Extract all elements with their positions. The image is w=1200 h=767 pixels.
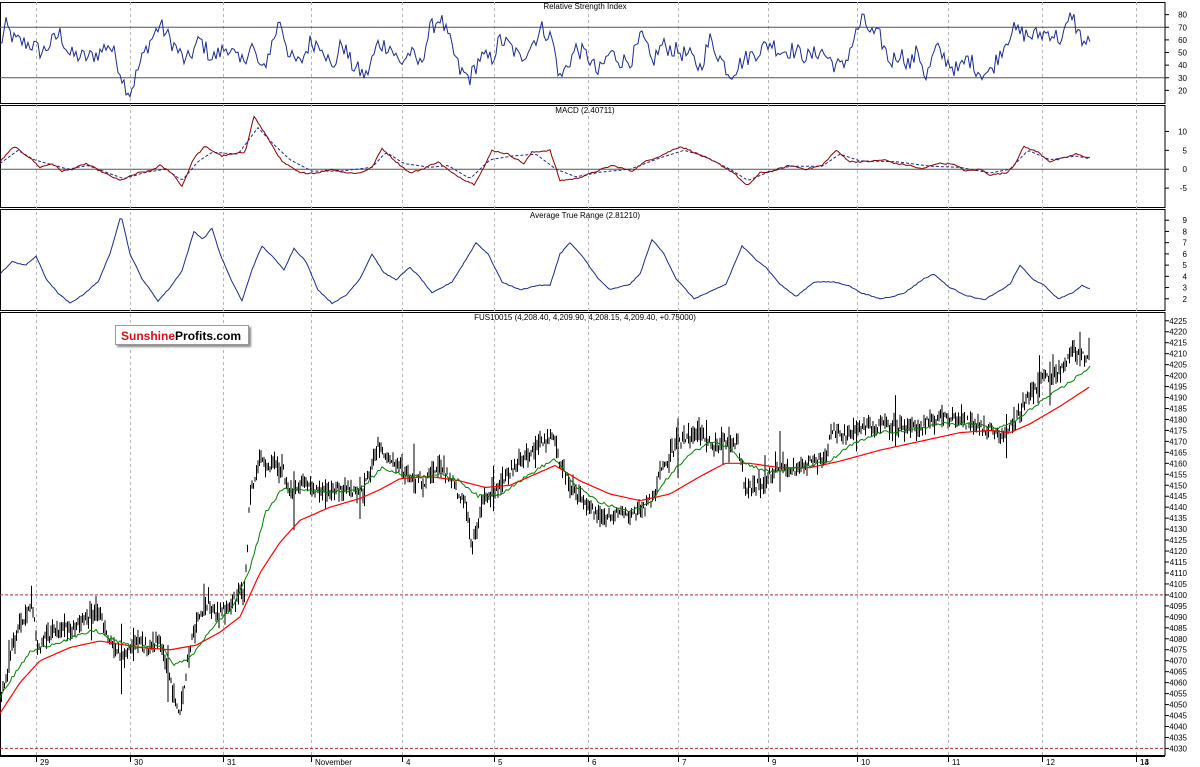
y-tick-label: 20 — [1178, 86, 1187, 95]
y-tick-label: 4110 — [1170, 569, 1188, 578]
y-tick-label: 4090 — [1169, 613, 1187, 622]
panel-frame — [0, 209, 1166, 311]
y-tick-label: 4085 — [1169, 624, 1187, 633]
y-tick-label: 40 — [1178, 61, 1187, 70]
y-tick-label: 4070 — [1169, 657, 1187, 666]
rsi-title: Relative Strength Index — [543, 2, 626, 11]
y-tick-label: 5 — [1183, 261, 1188, 270]
y-tick-label: 3 — [1183, 284, 1188, 293]
y-tick-label: -5 — [1180, 184, 1188, 193]
y-tick-label: 4125 — [1169, 536, 1187, 545]
macd-line — [0, 115, 1091, 188]
y-tick-label: 4105 — [1169, 580, 1187, 589]
y-tick-label: 4030 — [1169, 744, 1187, 753]
price-title: FUS10015 (4,208.40, 4,209.90, 4,208.15, … — [474, 313, 696, 322]
y-tick-label: 4065 — [1169, 668, 1187, 677]
y-tick-label: 4135 — [1169, 514, 1187, 523]
panel-frame — [0, 2, 1166, 104]
y-tick-label: 5 — [1183, 146, 1188, 155]
y-tick-label: 10 — [1178, 127, 1187, 136]
brand-logo-part2: Profits.com — [175, 329, 242, 343]
y-tick-label: 2 — [1183, 295, 1188, 304]
x-tick-label: 30 — [134, 758, 143, 767]
y-tick-label: 4160 — [1169, 459, 1187, 468]
x-tick-label: 13 — [1140, 758, 1149, 767]
y-tick-label: 30 — [1178, 74, 1187, 83]
y-tick-label: 60 — [1178, 36, 1187, 45]
axes-labels: 29 30 31 November 4 5 6 7 9 10 11 12 131420304050607… — [40, 11, 1188, 767]
y-tick-label: 4050 — [1169, 701, 1187, 710]
brand-logo: SunshineProfits.com — [115, 325, 249, 345]
price-bars — [0, 331, 1090, 716]
x-tick-label: 14 — [1140, 758, 1149, 767]
atr-line — [0, 217, 1091, 305]
slow-moving-average-line — [0, 386, 1090, 714]
y-tick-label: 4180 — [1169, 415, 1187, 424]
y-tick-label: 4210 — [1169, 350, 1187, 359]
y-tick-label: 4175 — [1169, 426, 1187, 435]
x-tick-label: 10 — [861, 758, 870, 767]
x-tick-label: 12 — [1046, 758, 1055, 767]
atr-title: Average True Range (2.81210) — [530, 211, 640, 220]
panel-frames — [0, 2, 1166, 757]
x-tick-label: 6 — [592, 758, 597, 767]
x-tick-label: 7 — [682, 758, 687, 767]
macd-title: MACD (2.40711) — [555, 106, 615, 115]
y-tick-label: 8 — [1183, 227, 1188, 236]
y-tick-label: 4225 — [1169, 317, 1187, 326]
rsi-line — [0, 12, 1091, 99]
y-tick-label: 4080 — [1169, 635, 1187, 644]
grid-lines — [36, 2, 1137, 762]
y-tick-label: 4130 — [1169, 525, 1187, 534]
x-tick-label: 9 — [772, 758, 777, 767]
y-tick-label: 4120 — [1169, 547, 1187, 556]
fast-moving-average-line — [0, 365, 1091, 698]
y-tick-label: 4165 — [1169, 448, 1187, 457]
x-tick-label: 5 — [498, 758, 503, 767]
panel-frame — [0, 105, 1166, 208]
y-tick-label: 4040 — [1169, 722, 1187, 731]
atr-panel — [0, 217, 1091, 305]
x-tick-label: 4 — [406, 758, 411, 767]
y-tick-label: 4155 — [1169, 470, 1187, 479]
y-tick-label: 4170 — [1169, 437, 1187, 446]
y-tick-label: 4185 — [1169, 404, 1187, 413]
y-tick-label: 0 — [1183, 165, 1188, 174]
y-tick-label: 4215 — [1169, 339, 1187, 348]
y-tick-label: 4055 — [1169, 690, 1187, 699]
y-tick-label: 4035 — [1169, 733, 1187, 742]
y-tick-label: 4220 — [1169, 328, 1187, 337]
y-tick-label: 4 — [1183, 272, 1188, 281]
x-tick-label: 29 — [40, 758, 49, 767]
x-tick-label: 31 — [227, 758, 236, 767]
y-tick-label: 4100 — [1169, 591, 1187, 600]
price-panel — [0, 331, 1165, 749]
y-tick-label: 4145 — [1169, 492, 1187, 501]
y-tick-label: 6 — [1183, 250, 1188, 259]
y-tick-label: 4115 — [1170, 558, 1188, 567]
y-tick-label: 4205 — [1169, 361, 1187, 370]
brand-logo-part1: Sunshine — [121, 329, 176, 343]
y-tick-label: 4150 — [1169, 481, 1187, 490]
y-tick-label: 70 — [1178, 23, 1187, 32]
panel-frame — [0, 312, 1166, 756]
y-tick-label: 4200 — [1169, 372, 1187, 381]
y-tick-label: 50 — [1178, 49, 1187, 58]
y-tick-label: 80 — [1178, 11, 1187, 20]
y-tick-label: 7 — [1183, 239, 1188, 248]
y-tick-label: 4045 — [1169, 712, 1187, 721]
y-tick-label: 4075 — [1169, 646, 1187, 655]
macd-signal-line — [0, 126, 1090, 181]
macd-panel — [0, 115, 1165, 188]
y-tick-label: 9 — [1183, 216, 1188, 225]
y-tick-label: 4060 — [1169, 679, 1187, 688]
y-tick-label: 4195 — [1169, 383, 1187, 392]
x-tick-label: 11 — [952, 758, 961, 767]
rsi-panel — [0, 12, 1165, 99]
y-tick-label: 4095 — [1169, 602, 1187, 611]
y-tick-label: 4190 — [1169, 394, 1187, 403]
y-tick-label: 4140 — [1169, 503, 1187, 512]
x-tick-label: November — [315, 758, 352, 767]
